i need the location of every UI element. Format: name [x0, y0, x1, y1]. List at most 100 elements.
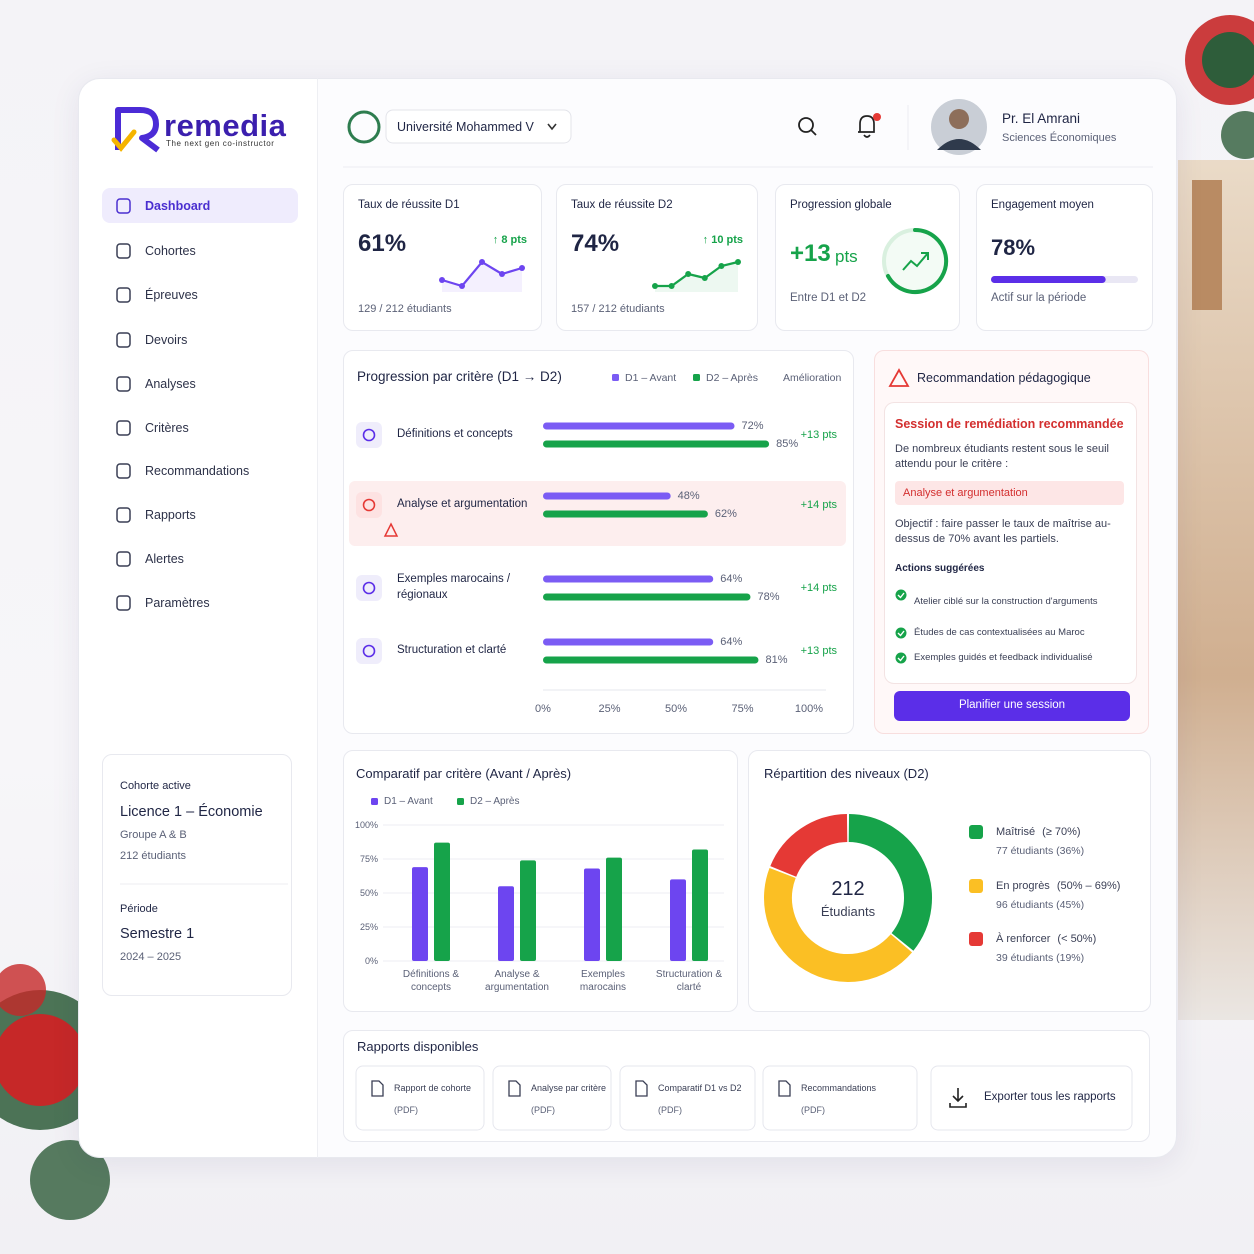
legend-entry: Maîtrisé (≥ 70%) [996, 824, 1146, 840]
university-name[interactable]: Université Mohammed V [397, 119, 534, 134]
nav-item[interactable]: Paramètres [145, 595, 210, 610]
x-tick-label: 0% [535, 702, 551, 715]
y-tick-label: 100% [354, 819, 378, 830]
y-tick-label: 25% [359, 921, 378, 932]
improvement: +14 pts [800, 581, 837, 594]
trend-icon [902, 252, 929, 271]
kpi-card [343, 184, 542, 331]
nav-item[interactable]: Devoirs [145, 332, 188, 347]
legend-label: D1 – Avant [384, 796, 433, 808]
sparkline-point [701, 275, 708, 281]
sparkline-point [685, 271, 692, 277]
action-item: Études de cas contextualisées au Maroc [914, 626, 1085, 638]
bar [543, 638, 714, 646]
plan-button[interactable] [894, 691, 1130, 721]
x-tick-label: Analyse & argumentation [485, 968, 549, 994]
bar [498, 886, 514, 961]
nav-item[interactable]: Critères [145, 420, 189, 435]
nav-item[interactable]: Recommandations [145, 463, 250, 478]
progress-bar [991, 276, 1106, 283]
legend-label: D1 – Avant [625, 371, 677, 384]
legend-swatch [969, 879, 983, 893]
kpi-value: 78% [991, 235, 1036, 261]
category-label: Analyse et argumentation [397, 498, 528, 511]
criterion-pill [895, 481, 1124, 505]
nav-item[interactable]: Épreuves [145, 287, 198, 302]
sparkline-point [668, 283, 675, 289]
kpi-title: Taux de réussite D2 [571, 199, 673, 212]
search-icon[interactable] [798, 117, 814, 133]
nav-item[interactable]: Alertes [145, 551, 184, 566]
text: À renforcer [996, 932, 1051, 945]
legend-swatch [612, 374, 619, 381]
value-label: 64% [720, 635, 743, 648]
value-label: 62% [714, 507, 737, 520]
kpi-title: Progression globale [790, 199, 892, 212]
nav-item[interactable]: Analyses [145, 376, 196, 391]
actions-title: Actions suggérées [895, 563, 985, 575]
sparkline-point [499, 271, 505, 277]
check-icon [895, 627, 907, 639]
export-label[interactable]: Exporter tous les rapports [984, 1091, 1116, 1104]
sparkline-point [439, 277, 445, 283]
chevron [547, 123, 557, 131]
university-dropdown[interactable] [385, 109, 572, 144]
nav-item[interactable]: Cohortes [145, 243, 196, 258]
report-item[interactable] [619, 1065, 756, 1131]
category-label: Définitions et concepts [397, 428, 513, 441]
value-label: 48% [677, 489, 700, 502]
sparkline-point [459, 283, 465, 289]
action-item: Exemples guidés et feedback individualis… [914, 651, 1093, 663]
bar [670, 879, 686, 961]
value-label: 78% [757, 590, 780, 603]
legend-swatch [457, 798, 464, 805]
nav-icon [116, 287, 131, 303]
report-item[interactable] [492, 1065, 612, 1131]
legend-detail: 39 étudiants (19%) [996, 951, 1085, 964]
bar [584, 868, 600, 961]
report-item[interactable] [355, 1065, 485, 1131]
export-button[interactable] [930, 1065, 1133, 1131]
report-item[interactable] [762, 1065, 918, 1131]
file-icon [635, 1080, 648, 1097]
bar [543, 492, 671, 500]
kpi-delta: ↑ 8 pts [492, 233, 527, 246]
criterion-icon [356, 638, 382, 664]
criterion-pill-text: Analyse et argumentation [903, 486, 1028, 499]
user-dept: Sciences Économiques [1002, 131, 1117, 144]
nav-item[interactable]: Rapports [145, 507, 196, 522]
cohort-students: 212 étudiants [120, 849, 187, 862]
bell-icon[interactable] [858, 115, 875, 138]
kpi-detail: Actif sur la période [991, 292, 1087, 305]
kpi-value: +13 [790, 239, 831, 267]
criterion-icon-glyph [362, 428, 376, 442]
kpi-detail: Entre D1 et D2 [790, 292, 867, 305]
kpi-delta: ↑ 10 pts [702, 233, 743, 246]
warning-icon [888, 368, 910, 387]
nav-icon [116, 243, 131, 259]
kpi-value: 61% [358, 229, 407, 257]
report-format: (PDF) [394, 1104, 418, 1115]
y-tick-label: 75% [359, 853, 378, 864]
bar [434, 842, 450, 961]
sparkline-point [479, 259, 485, 265]
improvement: +14 pts [800, 498, 837, 511]
nav-item[interactable]: Dashboard [145, 198, 211, 213]
text: (≥ 70%) [1042, 825, 1081, 838]
kpi-detail: 129 / 212 étudiants [358, 302, 452, 315]
report-format: (PDF) [531, 1104, 555, 1115]
brand-tagline: The next gen co-instructor [166, 138, 275, 148]
nav-active-bg [102, 188, 298, 223]
cohort-card [102, 754, 292, 996]
legend-label: D2 – Après [470, 796, 520, 808]
cohort-name: Licence 1 – Économie [120, 804, 263, 821]
brand-name: remedia [164, 108, 287, 144]
value-label: 72% [741, 419, 764, 432]
donut-segment [764, 868, 913, 982]
cohort-period: Semestre 1 [120, 926, 195, 943]
bar [543, 656, 759, 664]
category-label: Exemples marocains / régionaux [397, 573, 511, 601]
chart-title: Progression par critère (D1 → D2) [357, 368, 562, 384]
file-icon [778, 1080, 791, 1097]
plan-button-label[interactable]: Planifier une session [958, 699, 1066, 712]
